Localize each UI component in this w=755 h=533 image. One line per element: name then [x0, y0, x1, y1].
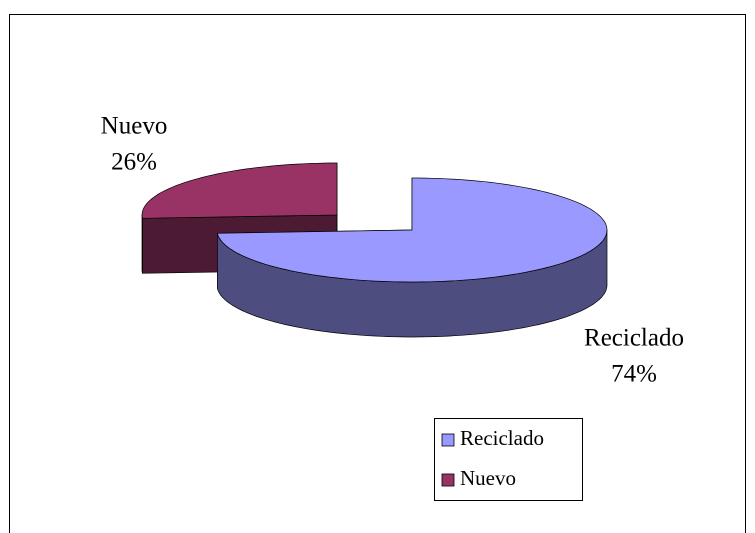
legend-label: Nuevo	[460, 466, 516, 490]
legend-swatch	[441, 473, 455, 487]
legend-box	[434, 418, 583, 501]
data-label-value: 26%	[111, 149, 157, 176]
slice	[216, 177, 608, 283]
legend-swatch	[441, 433, 455, 447]
data-label-name: Nuevo	[101, 113, 168, 140]
data-label-value: 74%	[611, 361, 657, 388]
slice	[141, 162, 338, 219]
data-label-name: Reciclado	[584, 325, 684, 352]
legend-label: Reciclado	[460, 426, 544, 450]
